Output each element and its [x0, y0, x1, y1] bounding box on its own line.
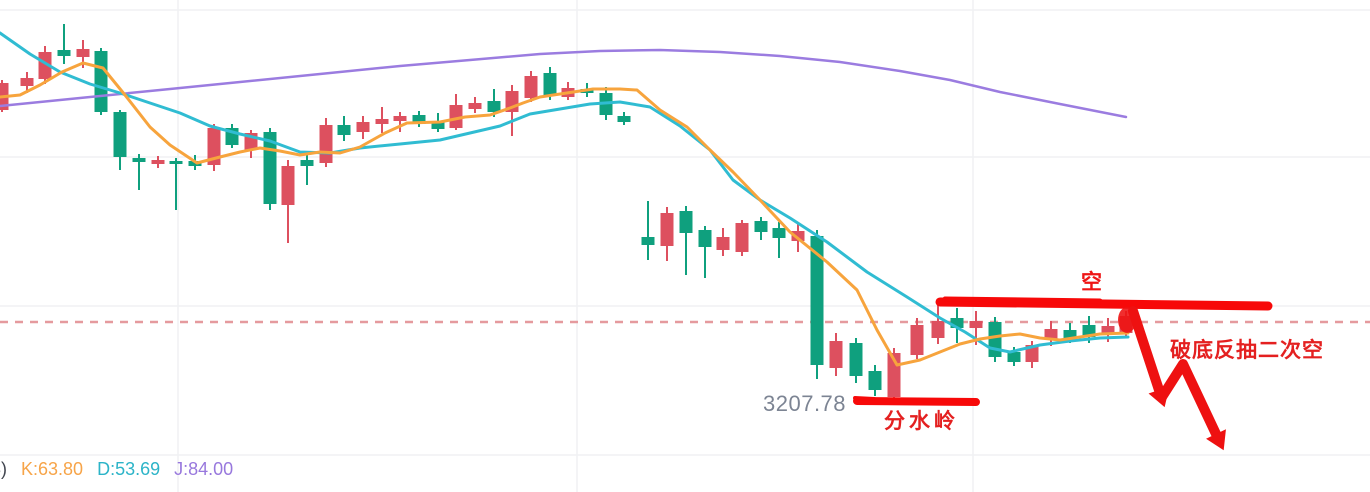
kdj-params-suffix: 3) [0, 459, 8, 479]
kdj-indicator-legend: 3) K:63.80 D:53.69 J:84.00 [0, 459, 233, 480]
annotation-second-short-label: 破底反抽二次空 [1170, 338, 1324, 362]
kdj-j-value: J:84.00 [174, 459, 234, 479]
annotation-short-label: 空 [1081, 270, 1102, 294]
kdj-k-value: K:63.80 [21, 459, 84, 479]
annotation-watershed-label: 分水岭 [884, 409, 959, 433]
swing-low-price-label: 3207.78 [763, 391, 847, 416]
kdj-d-value: D:53.69 [97, 459, 161, 479]
